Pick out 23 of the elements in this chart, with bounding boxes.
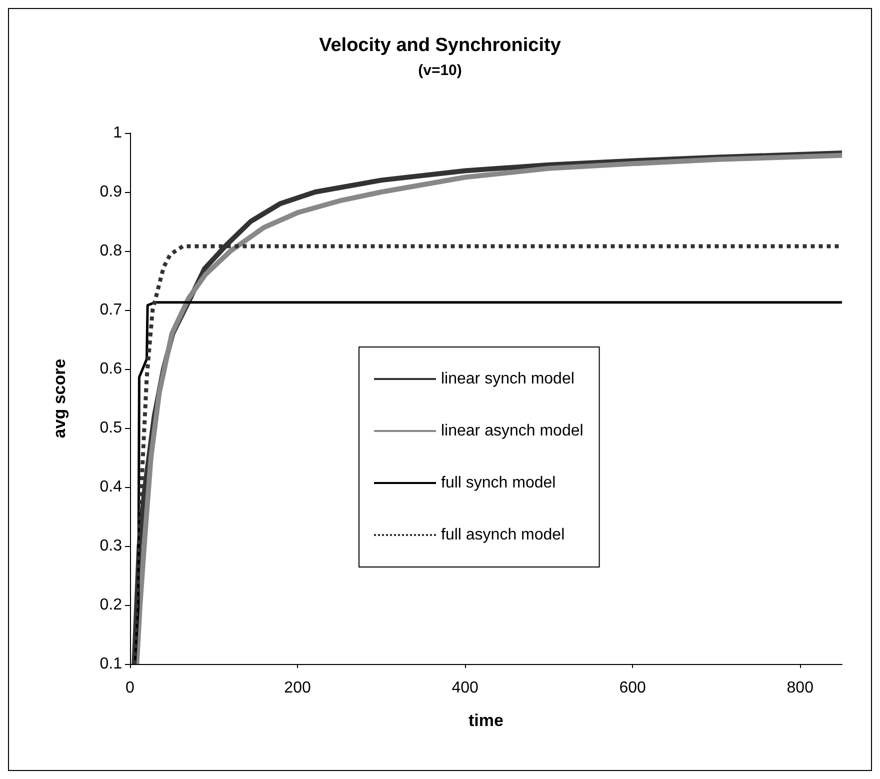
- chart-subtitle: (v=10): [418, 62, 462, 79]
- legend-label: linear asynch model: [441, 422, 584, 440]
- y-tick-label: 0.4: [100, 478, 122, 496]
- x-tick-label: 0: [126, 680, 135, 696]
- y-tick-label: 1: [113, 124, 122, 142]
- y-tick-label: 0.5: [100, 420, 122, 436]
- y-tick-label: 0.7: [100, 302, 122, 318]
- y-tick-label: 0.9: [100, 184, 122, 200]
- x-tick-label: 400: [452, 680, 479, 696]
- x-tick-label: 600: [619, 680, 646, 696]
- x-tick-label: 200: [284, 680, 311, 696]
- y-tick-label: 0.8: [100, 242, 122, 260]
- y-axis-title: avg score: [50, 358, 69, 438]
- legend-label: full asynch model: [441, 526, 565, 544]
- x-tick-label: 800: [786, 680, 814, 696]
- legend-label: full synch model: [441, 474, 556, 492]
- y-tick-label: 0.1: [100, 656, 122, 672]
- chart-title: Velocity and Synchronicity: [319, 35, 562, 56]
- y-tick-label: 0.2: [100, 596, 122, 614]
- x-axis-title: time: [468, 711, 504, 730]
- y-tick-label: 0.3: [100, 538, 122, 554]
- legend-label: linear synch model: [441, 370, 574, 388]
- y-tick-label: 0.6: [100, 360, 122, 378]
